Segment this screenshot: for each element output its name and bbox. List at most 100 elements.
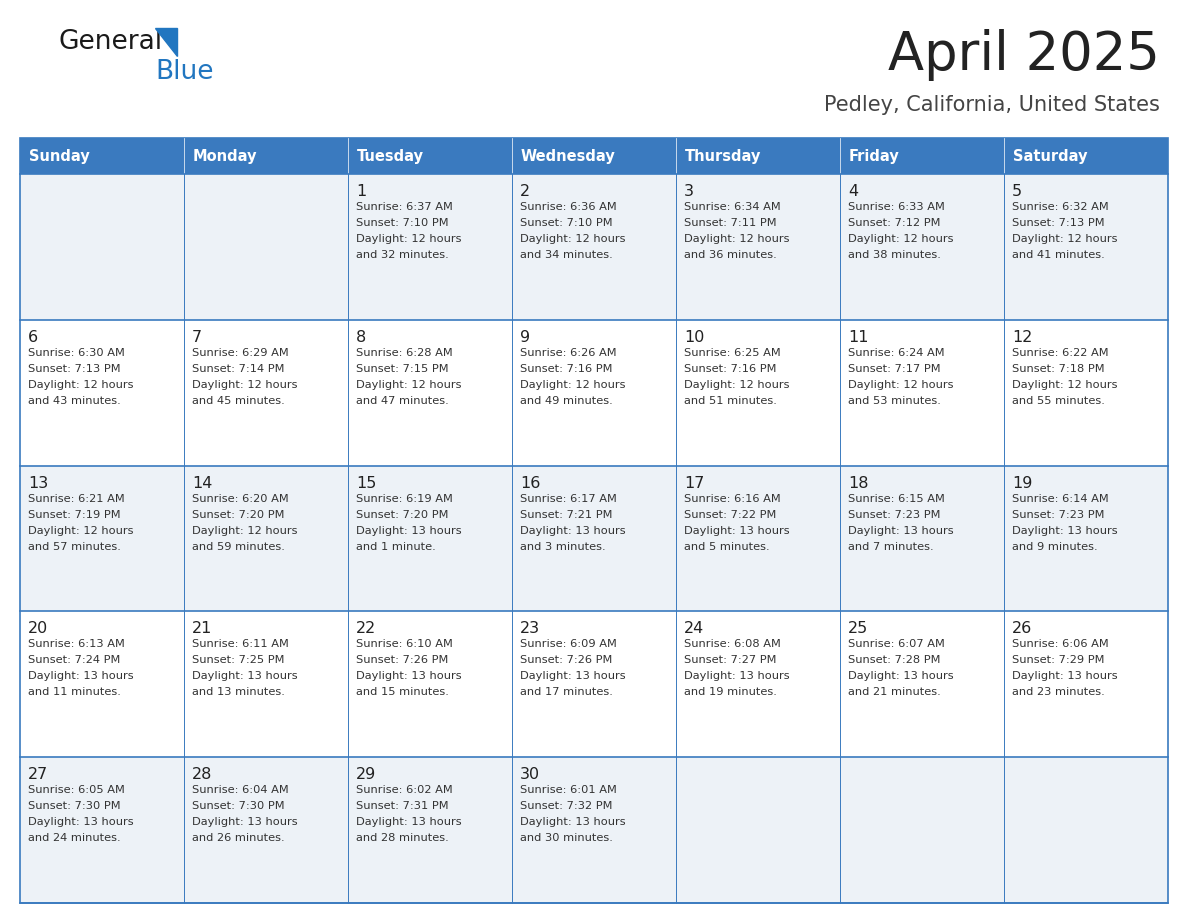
Text: Sunset: 7:13 PM: Sunset: 7:13 PM [1012, 218, 1105, 228]
Text: 24: 24 [684, 621, 704, 636]
Text: Daylight: 13 hours: Daylight: 13 hours [192, 671, 298, 681]
Text: Sunset: 7:26 PM: Sunset: 7:26 PM [520, 655, 612, 666]
Text: Daylight: 12 hours: Daylight: 12 hours [192, 526, 297, 535]
Text: and 49 minutes.: and 49 minutes. [520, 396, 613, 406]
Text: Sunset: 7:28 PM: Sunset: 7:28 PM [848, 655, 941, 666]
Text: Sunset: 7:26 PM: Sunset: 7:26 PM [356, 655, 448, 666]
Text: Sunrise: 6:05 AM: Sunrise: 6:05 AM [29, 785, 125, 795]
Text: Daylight: 12 hours: Daylight: 12 hours [848, 234, 954, 244]
Text: Friday: Friday [849, 149, 899, 163]
Text: and 24 minutes.: and 24 minutes. [29, 834, 121, 844]
Text: and 32 minutes.: and 32 minutes. [356, 250, 449, 260]
Text: Sunrise: 6:17 AM: Sunrise: 6:17 AM [520, 494, 617, 504]
Text: Sunrise: 6:37 AM: Sunrise: 6:37 AM [356, 202, 453, 212]
Bar [348, 465, 512, 611]
Bar [1004, 174, 1168, 319]
Text: Sunset: 7:20 PM: Sunset: 7:20 PM [356, 509, 449, 520]
Text: and 41 minutes.: and 41 minutes. [1012, 250, 1105, 260]
Text: Sunrise: 6:06 AM: Sunrise: 6:06 AM [1012, 640, 1108, 649]
Bar [840, 319, 1004, 465]
Text: 19: 19 [1012, 476, 1032, 490]
Bar [1004, 465, 1168, 611]
Text: 23: 23 [520, 621, 541, 636]
Bar [512, 174, 676, 319]
Bar [1004, 138, 1168, 174]
Text: and 51 minutes.: and 51 minutes. [684, 396, 777, 406]
Bar [348, 757, 512, 903]
Text: Sunset: 7:18 PM: Sunset: 7:18 PM [1012, 364, 1105, 374]
Text: 16: 16 [520, 476, 541, 490]
Bar [184, 757, 348, 903]
Text: 4: 4 [848, 184, 858, 199]
Text: Sunset: 7:17 PM: Sunset: 7:17 PM [848, 364, 941, 374]
Bar [840, 611, 1004, 757]
Text: Daylight: 13 hours: Daylight: 13 hours [684, 526, 790, 535]
Text: 8: 8 [356, 330, 366, 345]
Text: Sunrise: 6:13 AM: Sunrise: 6:13 AM [29, 640, 125, 649]
Bar [512, 757, 676, 903]
Bar [512, 611, 676, 757]
Text: Sunset: 7:30 PM: Sunset: 7:30 PM [192, 801, 285, 812]
Bar [840, 465, 1004, 611]
Text: Sunrise: 6:36 AM: Sunrise: 6:36 AM [520, 202, 617, 212]
Text: and 1 minute.: and 1 minute. [356, 542, 436, 552]
Text: Daylight: 12 hours: Daylight: 12 hours [29, 380, 133, 390]
Text: Sunrise: 6:07 AM: Sunrise: 6:07 AM [848, 640, 944, 649]
Text: Sunrise: 6:14 AM: Sunrise: 6:14 AM [1012, 494, 1108, 504]
Text: Sunset: 7:22 PM: Sunset: 7:22 PM [684, 509, 777, 520]
Bar [676, 319, 840, 465]
Bar [184, 174, 348, 319]
Bar [348, 611, 512, 757]
Text: Daylight: 12 hours: Daylight: 12 hours [520, 234, 626, 244]
Text: and 23 minutes.: and 23 minutes. [1012, 688, 1105, 698]
Text: Sunrise: 6:26 AM: Sunrise: 6:26 AM [520, 348, 617, 358]
Text: 12: 12 [1012, 330, 1032, 345]
Text: Sunrise: 6:30 AM: Sunrise: 6:30 AM [29, 348, 125, 358]
Text: Sunrise: 6:32 AM: Sunrise: 6:32 AM [1012, 202, 1108, 212]
Bar [676, 465, 840, 611]
Text: 28: 28 [192, 767, 213, 782]
Text: 17: 17 [684, 476, 704, 490]
Text: Daylight: 12 hours: Daylight: 12 hours [1012, 234, 1118, 244]
Text: Daylight: 12 hours: Daylight: 12 hours [684, 234, 790, 244]
Text: Thursday: Thursday [685, 149, 762, 163]
Text: and 28 minutes.: and 28 minutes. [356, 834, 449, 844]
Text: Daylight: 13 hours: Daylight: 13 hours [848, 671, 954, 681]
Text: Monday: Monday [192, 149, 258, 163]
Text: and 13 minutes.: and 13 minutes. [192, 688, 285, 698]
Text: 10: 10 [684, 330, 704, 345]
Text: Sunrise: 6:20 AM: Sunrise: 6:20 AM [192, 494, 289, 504]
Text: 6: 6 [29, 330, 38, 345]
Text: and 53 minutes.: and 53 minutes. [848, 396, 941, 406]
Text: 14: 14 [192, 476, 213, 490]
Text: 27: 27 [29, 767, 49, 782]
Text: Daylight: 13 hours: Daylight: 13 hours [356, 671, 462, 681]
Text: Daylight: 12 hours: Daylight: 12 hours [356, 234, 461, 244]
Bar [184, 319, 348, 465]
Text: and 26 minutes.: and 26 minutes. [192, 834, 285, 844]
Text: April 2025: April 2025 [889, 29, 1159, 81]
Text: Sunrise: 6:19 AM: Sunrise: 6:19 AM [356, 494, 453, 504]
Text: Sunset: 7:10 PM: Sunset: 7:10 PM [520, 218, 613, 228]
Text: 11: 11 [848, 330, 868, 345]
Text: Sunrise: 6:08 AM: Sunrise: 6:08 AM [684, 640, 781, 649]
Text: and 34 minutes.: and 34 minutes. [520, 250, 613, 260]
Text: Daylight: 13 hours: Daylight: 13 hours [29, 671, 133, 681]
Bar [20, 319, 184, 465]
Text: Sunrise: 6:04 AM: Sunrise: 6:04 AM [192, 785, 289, 795]
Text: Sunrise: 6:09 AM: Sunrise: 6:09 AM [520, 640, 617, 649]
Text: Sunrise: 6:21 AM: Sunrise: 6:21 AM [29, 494, 125, 504]
Bar [20, 757, 184, 903]
Text: Sunrise: 6:16 AM: Sunrise: 6:16 AM [684, 494, 781, 504]
Text: 30: 30 [520, 767, 541, 782]
Bar [840, 174, 1004, 319]
Polygon shape [154, 28, 177, 56]
Text: Daylight: 13 hours: Daylight: 13 hours [520, 671, 626, 681]
Text: 29: 29 [356, 767, 377, 782]
Bar [20, 465, 184, 611]
Text: Pedley, California, United States: Pedley, California, United States [824, 95, 1159, 115]
Text: Sunset: 7:12 PM: Sunset: 7:12 PM [848, 218, 941, 228]
Text: and 9 minutes.: and 9 minutes. [1012, 542, 1098, 552]
Text: 15: 15 [356, 476, 377, 490]
Text: 5: 5 [1012, 184, 1022, 199]
